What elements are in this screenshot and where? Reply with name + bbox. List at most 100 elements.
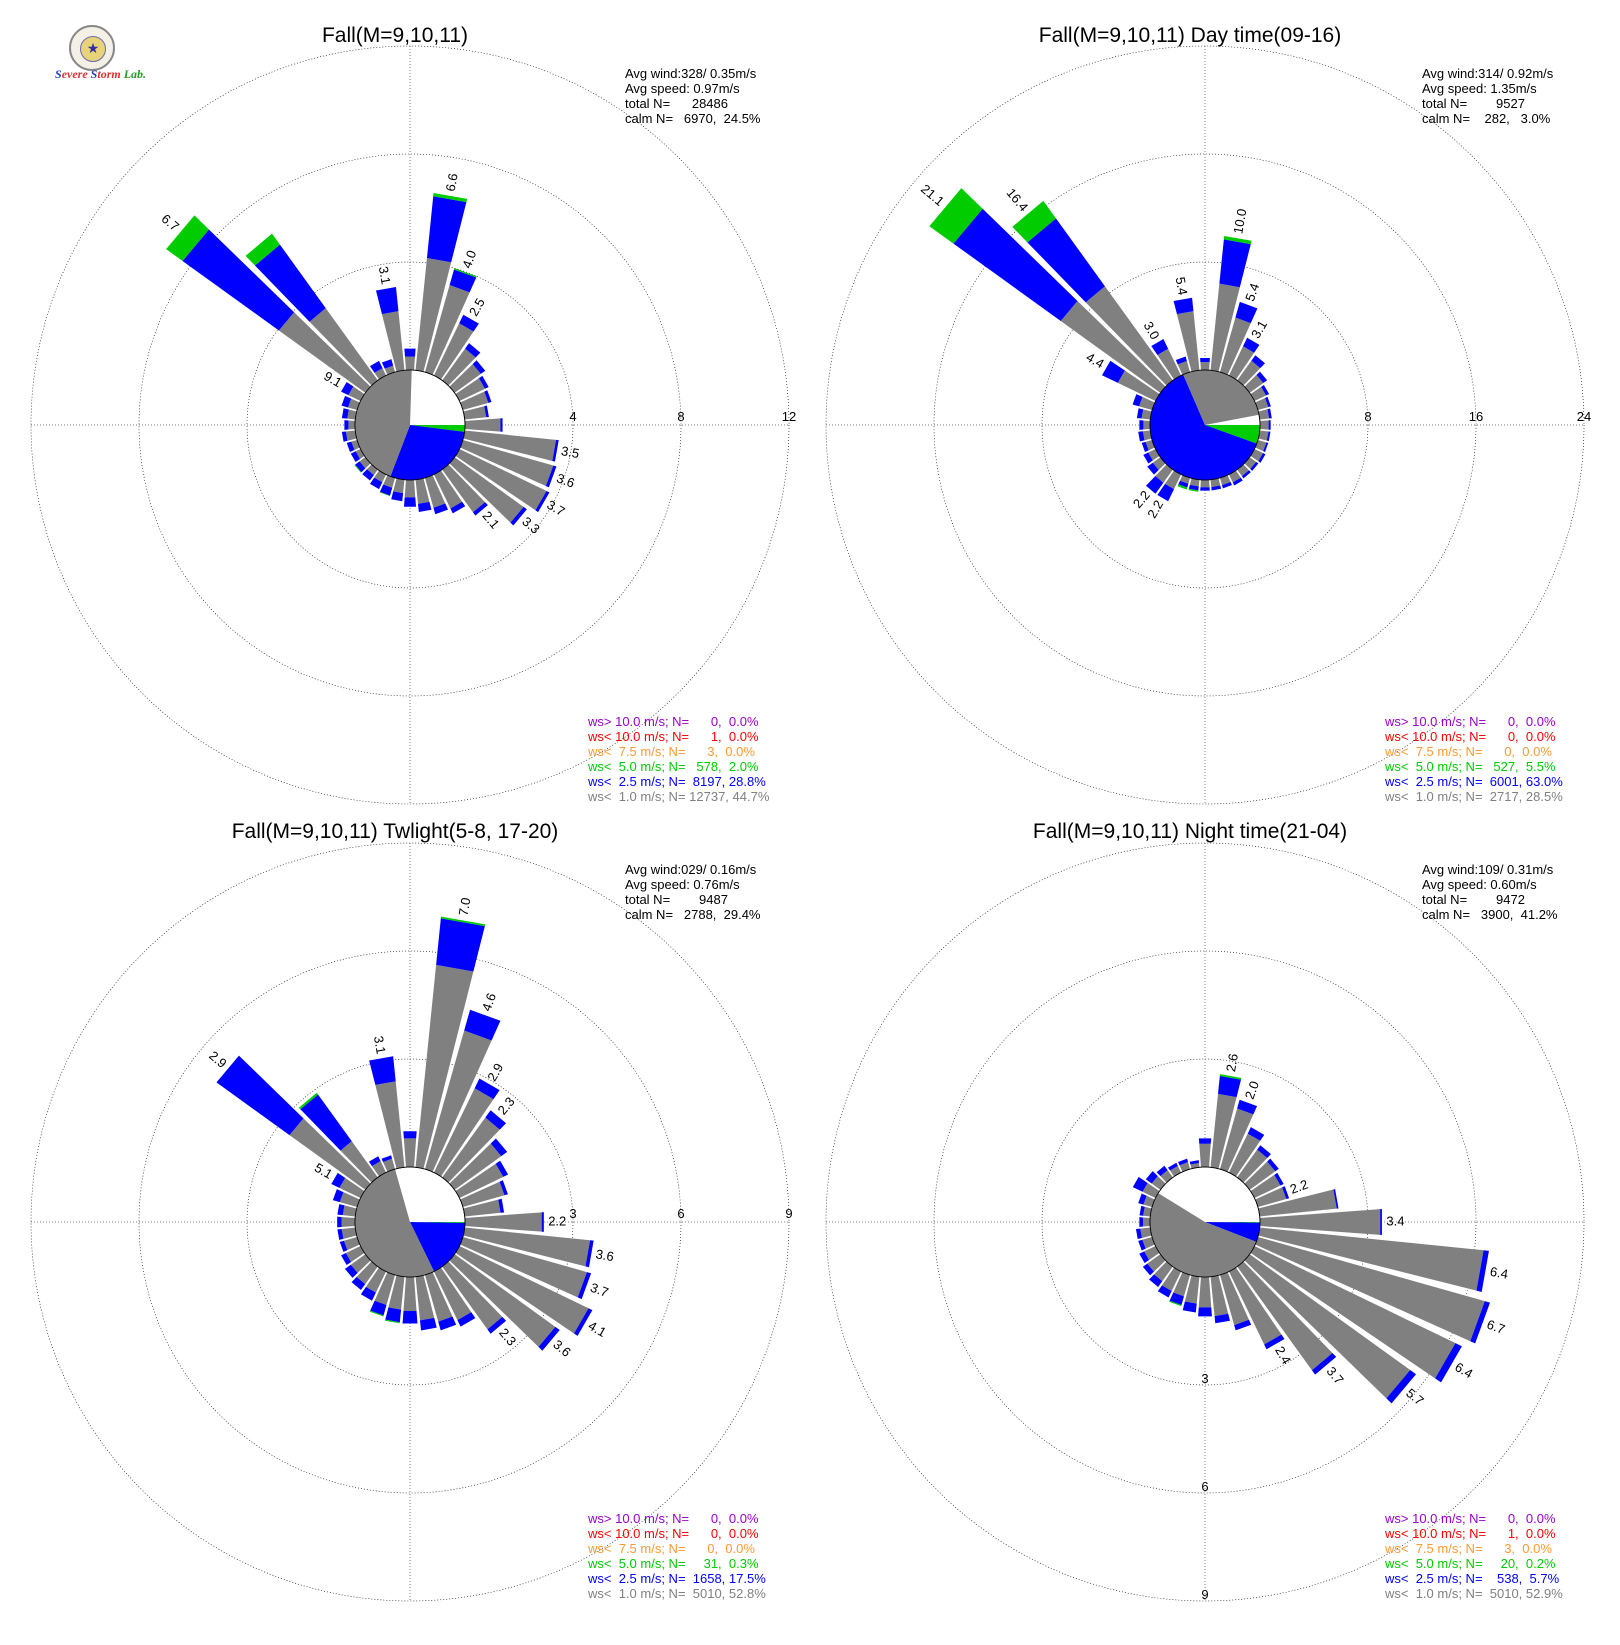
direction-bar-80 xyxy=(463,1198,505,1217)
bar-segment xyxy=(404,348,416,357)
bar-segment xyxy=(484,390,492,403)
legend-entry: ws< 2.5 m/s; N= 8197, 28.8% xyxy=(587,774,766,789)
bar-segment xyxy=(1250,386,1267,402)
direction-bar-200 xyxy=(369,1272,396,1317)
direction-bar-330 xyxy=(368,1156,387,1177)
bar-segment xyxy=(1144,1245,1160,1260)
range-ring xyxy=(138,153,682,697)
bar-segment xyxy=(348,386,365,402)
bar-segment xyxy=(374,470,387,483)
range-ring xyxy=(138,950,682,1494)
direction-bar-220 xyxy=(1149,1261,1173,1288)
bar-segment xyxy=(1228,346,1255,380)
bar-segment xyxy=(1151,339,1169,355)
bar-segment xyxy=(1143,452,1153,464)
stats-line: Avg speed: 1.35m/s xyxy=(1422,81,1537,96)
direction-bar-100 xyxy=(1258,1227,1489,1293)
bar-segment xyxy=(391,491,404,502)
bar-segment xyxy=(419,1317,437,1331)
bar-segment xyxy=(1237,1261,1333,1371)
bar-segment xyxy=(356,1261,378,1285)
bar-segment xyxy=(346,441,355,452)
direction-bar-80 xyxy=(1258,1189,1339,1217)
direction-bar-300 xyxy=(341,381,365,402)
bar-segment xyxy=(1219,1108,1254,1172)
ring-label: 9 xyxy=(785,1206,792,1221)
bar-segment xyxy=(415,964,474,1169)
bar-segment xyxy=(455,1245,589,1334)
bar-segment xyxy=(1157,483,1175,502)
bar-value-label: 16.4 xyxy=(1004,185,1032,214)
bar-segment xyxy=(1237,1149,1268,1183)
bar-segment xyxy=(1141,441,1149,452)
ring-label: 6 xyxy=(677,1206,684,1221)
direction-bar-290 xyxy=(341,395,360,411)
direction-bar-260 xyxy=(1135,1227,1152,1240)
bar-value-label: 3.1 xyxy=(371,1035,389,1055)
bar-segment xyxy=(484,405,489,418)
bar-segment xyxy=(1139,1251,1150,1264)
bar-value-label: 4.4 xyxy=(1084,349,1107,371)
bar-segment xyxy=(1219,475,1231,486)
bar-segment xyxy=(1142,1217,1151,1227)
direction-bar-70 xyxy=(1255,396,1271,411)
direction-bar-110 xyxy=(1255,439,1269,452)
bar-value-label: 6.7 xyxy=(1485,1317,1507,1337)
bar-segment xyxy=(1311,1353,1337,1375)
bar-value-label: 2.1 xyxy=(479,508,502,531)
bar-segment xyxy=(369,477,383,490)
bar-segment xyxy=(404,356,416,371)
bar-segment xyxy=(460,439,554,487)
direction-bar-350 xyxy=(375,287,405,372)
bar-segment xyxy=(1169,1292,1184,1306)
bar-segment xyxy=(341,431,348,442)
bar-segment xyxy=(1139,420,1144,430)
bar-segment xyxy=(1228,1267,1282,1345)
bar-segment xyxy=(1143,1195,1155,1208)
direction-bar-40 xyxy=(442,343,481,386)
calm-circle-outline xyxy=(354,369,466,481)
direction-bar-10 xyxy=(1210,235,1252,372)
bar-segment xyxy=(1244,1161,1276,1190)
bar-segment xyxy=(415,1275,435,1321)
bar-value-label: 21.1 xyxy=(918,181,947,209)
bar-value-label: 2.6 xyxy=(1223,1052,1241,1072)
direction-bar-20 xyxy=(1219,1099,1258,1172)
bar-segment xyxy=(342,1205,357,1217)
bar-segment xyxy=(348,420,356,430)
bar-segment xyxy=(1156,1165,1168,1177)
bar-segment xyxy=(1218,1075,1242,1098)
direction-bar-110 xyxy=(460,1236,592,1300)
bar-segment xyxy=(1199,1143,1211,1168)
bar-segment xyxy=(289,1118,371,1190)
bar-segment xyxy=(381,311,405,372)
bar-value-label: 2.3 xyxy=(495,1094,518,1117)
bar-value-label: 3.4 xyxy=(1386,1213,1404,1228)
bar-segment xyxy=(460,1181,505,1208)
bar-segment xyxy=(370,1300,387,1316)
bar-segment xyxy=(474,1078,500,1100)
bar-segment xyxy=(1132,1176,1148,1192)
bar-segment xyxy=(465,343,481,358)
direction-bar-350 xyxy=(1173,297,1200,372)
bar-segment xyxy=(455,448,547,511)
legend-entry: ws< 1.0 m/s; N= 12737, 44.7% xyxy=(587,789,770,804)
direction-bar-140 xyxy=(1237,1261,1337,1375)
bar-segment xyxy=(433,1088,494,1177)
bar-segment xyxy=(383,475,396,488)
panel-title: Fall(M=9,10,11) Day time(09-16) xyxy=(1039,24,1341,47)
direction-bar-230 xyxy=(344,1254,371,1278)
stats-line: calm N= 6970, 24.5% xyxy=(625,111,761,126)
stats-line: calm N= 282, 3.0% xyxy=(1422,111,1551,126)
direction-bar-160 xyxy=(424,1272,457,1331)
calm-pie-slice xyxy=(354,370,412,477)
bar-segment xyxy=(1243,337,1260,353)
bar-segment xyxy=(350,1254,371,1273)
calm-pie-slice xyxy=(1149,374,1257,481)
bar-segment xyxy=(455,378,486,402)
bar-segment xyxy=(1255,1236,1485,1342)
bar-segment xyxy=(344,1264,358,1278)
bar-value-label: 2.0 xyxy=(1242,1079,1262,1101)
bar-segment xyxy=(1139,1217,1143,1227)
bar-value-label: 3.6 xyxy=(595,1246,615,1264)
